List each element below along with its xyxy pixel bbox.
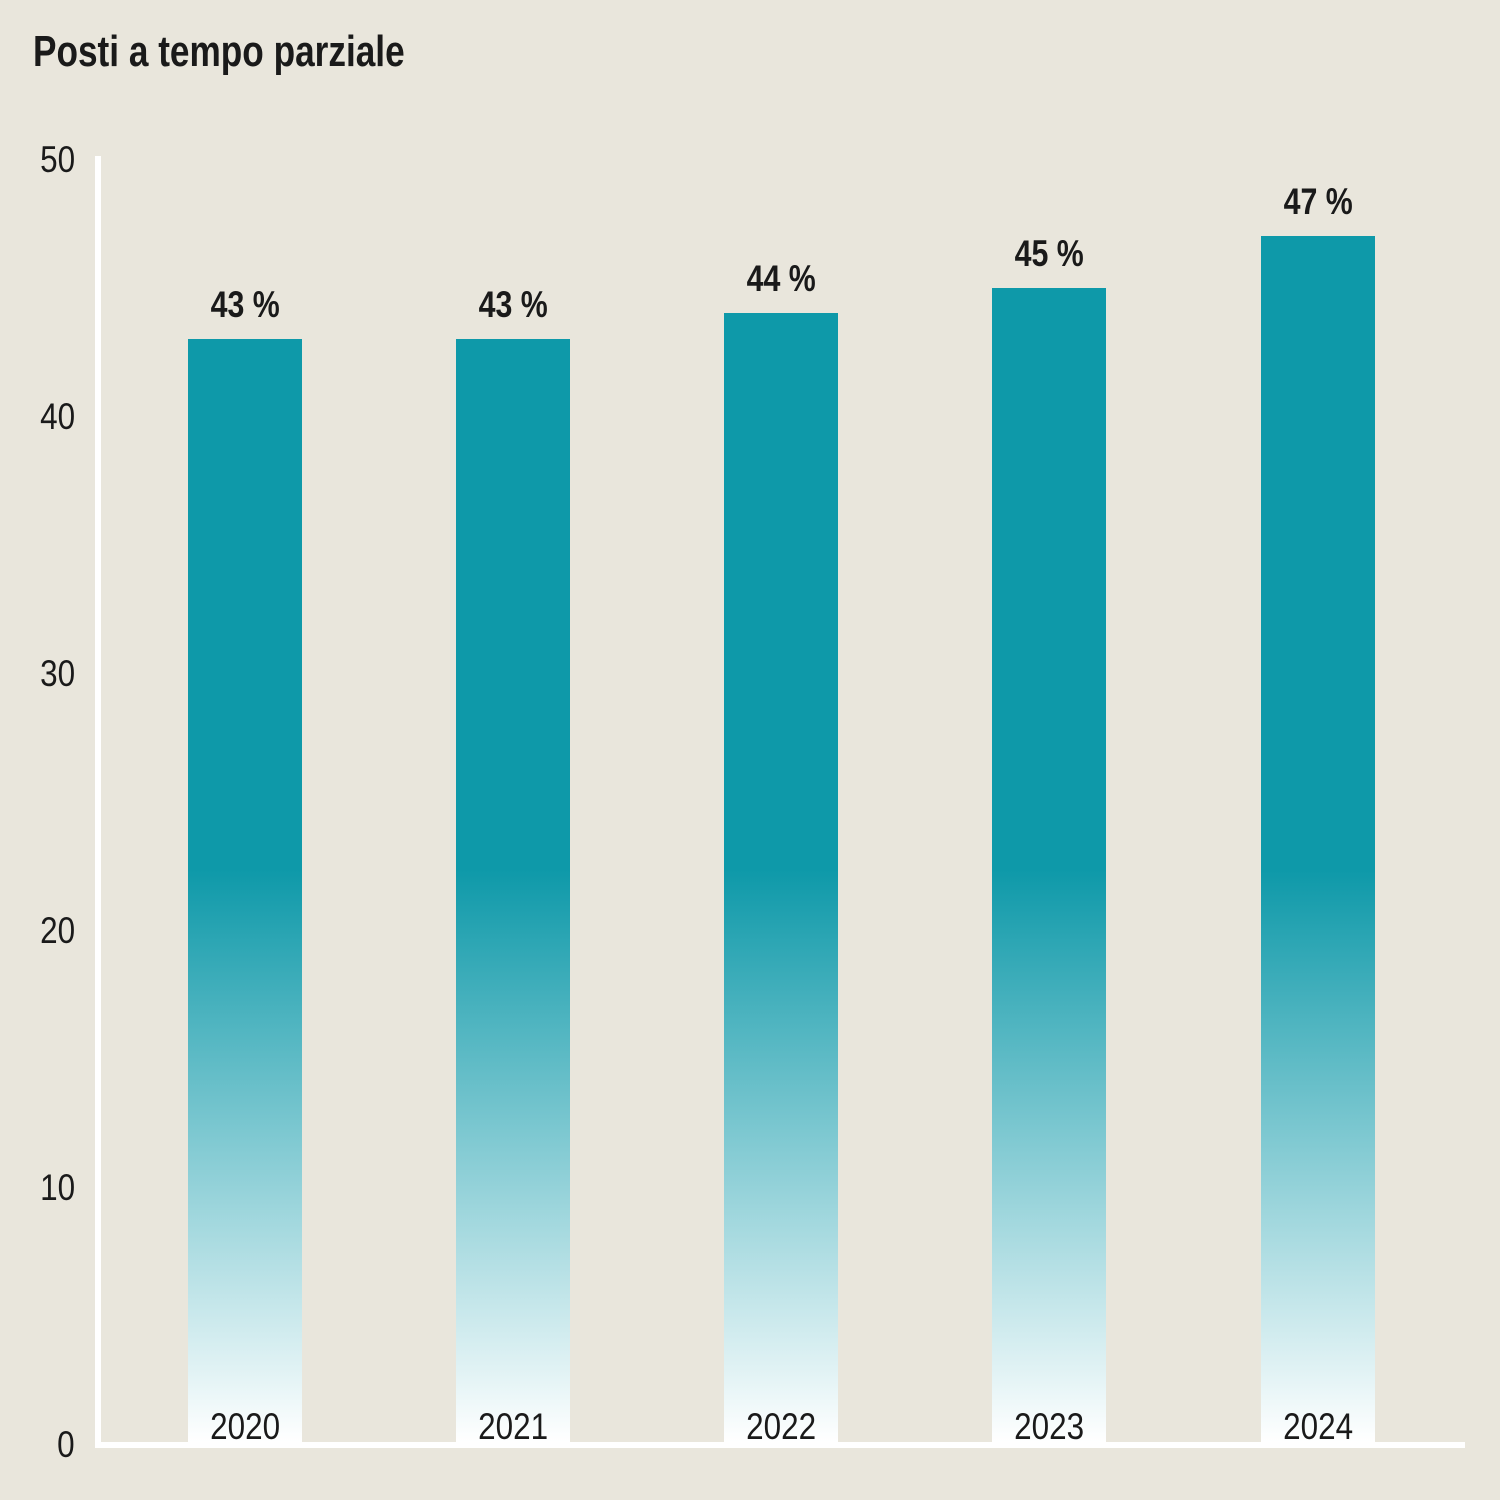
bar-value-label-2021: 43 % (478, 284, 548, 325)
y-tick-label: 40 (40, 396, 75, 437)
chart-title: Posti a tempo parziale (33, 27, 405, 76)
y-tick-label: 0 (57, 1424, 75, 1465)
bar-value-label-2022: 44 % (746, 258, 816, 299)
y-axis-line (95, 156, 101, 1448)
y-tick-label: 20 (40, 910, 75, 951)
y-tick-label: 30 (40, 653, 75, 694)
bar-2023 (992, 288, 1106, 1442)
bar-value-label-2023: 45 % (1014, 233, 1084, 274)
bar-2021 (456, 339, 570, 1442)
bar-2020 (188, 339, 302, 1442)
x-tick-label-2024: 2024 (1283, 1406, 1353, 1447)
bar-2024 (1261, 236, 1375, 1442)
y-tick-label: 10 (40, 1167, 75, 1208)
x-tick-label-2023: 2023 (1014, 1406, 1084, 1447)
y-tick-label: 50 (40, 139, 75, 180)
x-axis-line (95, 1442, 1465, 1448)
x-tick-label-2022: 2022 (746, 1406, 816, 1447)
bar-value-label-2024: 47 % (1283, 181, 1353, 222)
bar-2022 (724, 313, 838, 1442)
x-tick-label-2020: 2020 (210, 1406, 280, 1447)
bar-value-label-2020: 43 % (210, 284, 280, 325)
x-tick-label-2021: 2021 (478, 1406, 548, 1447)
